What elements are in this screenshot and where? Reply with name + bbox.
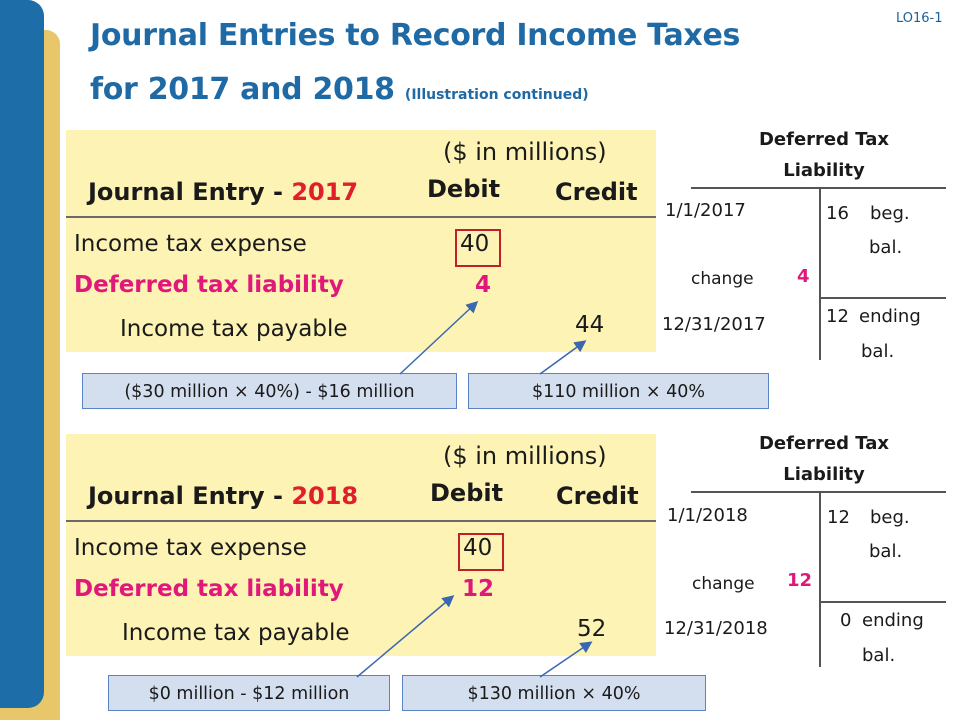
t-end-label: bal.	[862, 645, 896, 666]
debit-header: Debit	[430, 479, 504, 507]
explanation-note: $0 million - $12 million	[108, 675, 390, 711]
explanation-note: $110 million × 40%	[468, 373, 769, 409]
arrow-note-to-credit-2018	[539, 641, 593, 678]
t-end-date: 12/31/2018	[664, 618, 768, 639]
t-account-center-rule	[819, 187, 821, 360]
header-rule	[66, 520, 656, 522]
t-begin-date: 1/1/2018	[667, 505, 748, 526]
t-account-title-line2: Liability	[783, 464, 865, 485]
arrow-note-to-debit-2018	[356, 595, 455, 678]
line-account: Income tax expense	[74, 231, 307, 257]
sidebar-blue-bar	[0, 0, 44, 708]
line-account: Deferred tax liability	[74, 272, 344, 298]
explanation-note: $130 million × 40%	[402, 675, 706, 711]
t-begin-label: bal.	[869, 237, 903, 258]
line-debit: 40	[460, 231, 490, 257]
journal-entry-label: Journal Entry -	[88, 482, 292, 510]
t-end-date: 12/31/2017	[662, 314, 766, 335]
journal-entry-year: 2018	[291, 482, 359, 510]
t-begin-label: beg.	[870, 507, 910, 528]
t-account-center-rule	[819, 491, 821, 667]
debit-highlight-box	[458, 533, 504, 571]
journal-entry-heading: Journal Entry - 2017	[88, 178, 358, 206]
journal-entry-heading: Journal Entry - 2018	[88, 482, 358, 510]
line-debit: 4	[475, 272, 492, 298]
t-end-label: ending	[859, 306, 921, 327]
t-change-label: change	[691, 269, 754, 289]
journal-entry-2018-panel: ($ in millions) Journal Entry - 2018 Deb…	[66, 434, 656, 656]
line-account: Deferred tax liability	[74, 576, 344, 602]
slide-title-line1: Journal Entries to Record Income Taxes	[90, 18, 741, 53]
slide-title-line2-text: for 2017 and 2018	[90, 72, 395, 107]
line-account: Income tax expense	[74, 535, 307, 561]
t-begin-value: 16	[826, 203, 849, 224]
t-change-value: 12	[787, 570, 813, 591]
debit-highlight-box	[455, 229, 501, 267]
line-account: Income tax payable	[122, 620, 350, 646]
units-label: ($ in millions)	[443, 138, 607, 166]
debit-header: Debit	[427, 175, 501, 203]
t-begin-label: bal.	[869, 541, 903, 562]
slide-title-line2: for 2017 and 2018 (Illustration continue…	[90, 72, 589, 107]
arrow-note-to-debit-2017	[399, 300, 479, 375]
line-account: Income tax payable	[120, 316, 348, 342]
units-label: ($ in millions)	[443, 442, 607, 470]
line-debit: 12	[462, 576, 495, 602]
t-account-total-rule	[820, 297, 946, 299]
journal-entry-label: Journal Entry -	[88, 178, 292, 206]
line-credit: 52	[577, 616, 607, 642]
journal-entry-2017-panel: ($ in millions) Journal Entry - 2017 Deb…	[66, 130, 656, 352]
arrow-note-to-credit-2017	[539, 340, 587, 375]
journal-entry-year: 2017	[291, 178, 359, 206]
t-account-title-line1: Deferred Tax	[758, 129, 890, 150]
t-end-label: bal.	[861, 341, 895, 362]
credit-header: Credit	[555, 178, 638, 206]
t-begin-value: 12	[827, 507, 850, 528]
header-rule	[66, 216, 656, 218]
t-change-value: 4	[797, 266, 810, 287]
explanation-note: ($30 million × 40%) - $16 million	[82, 373, 457, 409]
t-account-top-rule	[691, 491, 946, 493]
credit-header: Credit	[556, 482, 639, 510]
t-end-label: ending	[862, 610, 924, 631]
t-account-total-rule	[820, 601, 946, 603]
line-credit: 44	[575, 312, 605, 338]
t-account-title-line1: Deferred Tax	[758, 433, 890, 454]
learning-objective-tag: LO16-1	[896, 11, 943, 26]
t-end-value: 12	[826, 306, 849, 327]
t-account-title: Deferred Tax Liability	[694, 428, 954, 490]
t-begin-label: beg.	[870, 203, 910, 224]
t-change-label: change	[692, 574, 755, 594]
line-debit: 40	[463, 535, 493, 561]
t-account-title: Deferred Tax Liability	[694, 124, 954, 186]
t-end-value: 0	[840, 610, 852, 631]
slide-title-subtitle: (Illustration continued)	[404, 87, 589, 103]
t-begin-date: 1/1/2017	[665, 200, 746, 221]
t-account-top-rule	[691, 187, 946, 189]
t-account-title-line2: Liability	[783, 160, 865, 181]
